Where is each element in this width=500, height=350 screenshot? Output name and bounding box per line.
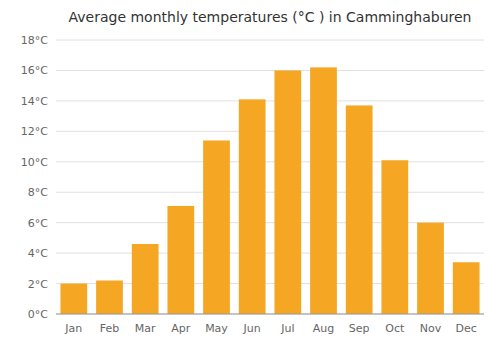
x-tick-label: Dec xyxy=(456,322,477,335)
bar xyxy=(132,244,159,314)
x-tick-label: Feb xyxy=(100,322,119,335)
bar xyxy=(417,223,444,314)
x-tick-label: Oct xyxy=(385,322,405,335)
bar xyxy=(346,105,373,314)
x-tick-label: Apr xyxy=(171,322,191,335)
y-tick-label: 6°C xyxy=(28,217,48,230)
y-tick-label: 10°C xyxy=(21,156,48,169)
bar xyxy=(203,140,230,314)
bar xyxy=(381,160,408,314)
bar xyxy=(274,70,301,314)
grid-line xyxy=(56,192,484,193)
chart-svg: Average monthly temperatures (°C ) in Ca… xyxy=(0,0,500,350)
grid-line xyxy=(56,131,484,132)
bar xyxy=(167,206,194,314)
x-tick-label: Jun xyxy=(243,322,261,335)
x-tick-label: Jul xyxy=(280,322,294,335)
x-axis: Jan Feb Mar Apr May Jun Jul Aug Sep Oct Nov Dec xyxy=(56,314,484,335)
bar xyxy=(96,281,123,314)
grid-line xyxy=(56,40,484,41)
x-tick-label: Aug xyxy=(313,322,334,335)
grid xyxy=(56,40,484,314)
y-tick-label: 4°C xyxy=(28,247,48,260)
bar xyxy=(310,67,337,314)
y-tick-label: 16°C xyxy=(21,64,48,77)
x-tick-label: Mar xyxy=(135,322,156,335)
title: Average monthly temperatures (°C ) in Ca… xyxy=(69,9,472,25)
grid-line xyxy=(56,314,484,315)
x-tick-label: Nov xyxy=(420,322,442,335)
y-tick-label: 0°C xyxy=(28,308,48,321)
grid-line xyxy=(56,70,484,71)
y-tick-label: 8°C xyxy=(28,186,48,199)
x-tick-label: Sep xyxy=(349,322,370,335)
bars xyxy=(60,67,479,314)
y-tick-label: 2°C xyxy=(28,278,48,291)
grid-line xyxy=(56,100,484,101)
chart-container: Average monthly temperatures (°C ) in Ca… xyxy=(0,0,500,350)
y-tick-label: 14°C xyxy=(21,95,48,108)
bar xyxy=(239,99,266,314)
grid-line xyxy=(56,161,484,162)
bar xyxy=(453,262,480,314)
y-tick-label: 18°C xyxy=(21,34,48,47)
x-axis-line xyxy=(56,314,484,315)
bar xyxy=(60,284,87,314)
x-tick-label: May xyxy=(205,322,228,335)
y-axis: 0°C 2°C 4°C 6°C 8°C 10°C 12°C 14°C 16°C 18°C xyxy=(21,34,48,321)
x-tick-label: Jan xyxy=(64,322,82,335)
y-tick-label: 12°C xyxy=(21,125,48,138)
